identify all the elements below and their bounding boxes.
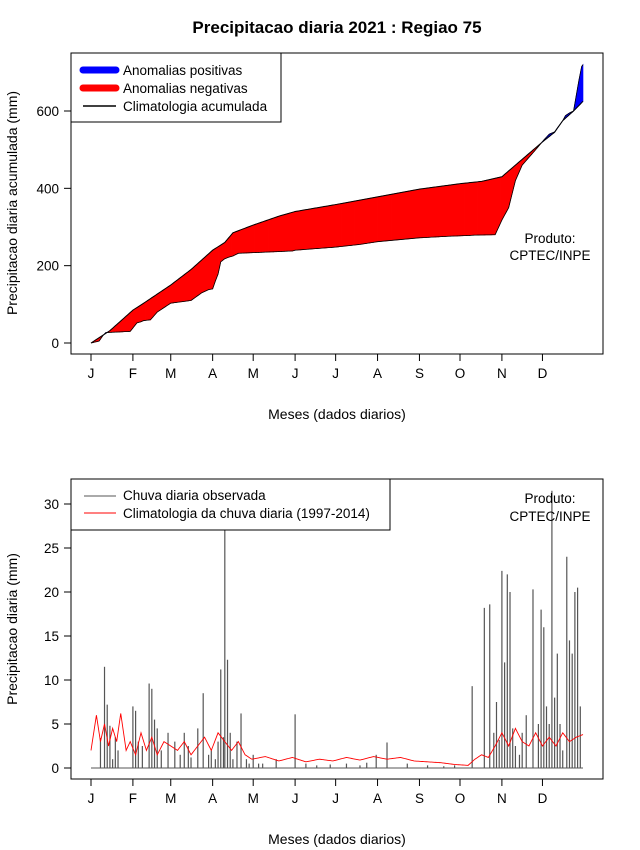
daily-x-label: Meses (dados diarios) bbox=[268, 831, 406, 847]
y-tick-label: 0 bbox=[51, 336, 59, 351]
x-tick-label: F bbox=[129, 366, 137, 381]
x-tick-label: A bbox=[373, 366, 382, 381]
x-tick-label: A bbox=[208, 791, 217, 806]
legend-label-climatology: Climatologia acumulada bbox=[123, 99, 268, 114]
legend-label-negative: Anomalias negativas bbox=[123, 81, 248, 96]
y-tick-label: 5 bbox=[51, 717, 59, 732]
x-tick-label: J bbox=[292, 791, 299, 806]
x-tick-label: J bbox=[332, 791, 339, 806]
y-tick-label: 200 bbox=[36, 259, 59, 274]
x-tick-label: J bbox=[332, 366, 339, 381]
x-tick-label: J bbox=[88, 791, 95, 806]
legend-label-positive: Anomalias positivas bbox=[123, 63, 243, 78]
x-tick-label: N bbox=[497, 791, 507, 806]
y-tick-label: 0 bbox=[51, 761, 59, 776]
cumulative-y-label: Precipitacao diaria acumulada (mm) bbox=[4, 91, 20, 315]
y-tick-label: 600 bbox=[36, 104, 59, 119]
x-tick-label: O bbox=[455, 791, 466, 806]
x-tick-label: M bbox=[165, 366, 176, 381]
x-tick-label: D bbox=[538, 366, 548, 381]
y-tick-label: 25 bbox=[44, 541, 59, 556]
x-tick-label: F bbox=[129, 791, 137, 806]
observed-cumulative-line bbox=[90, 64, 584, 344]
daily-climatology-layer bbox=[90, 713, 584, 766]
y-tick-label: 400 bbox=[36, 181, 59, 196]
daily-panel: 0 5 10 15 20 25 30 J F M A M J J A S O N D Meses (dados d… bbox=[4, 478, 604, 847]
product-source-daily: CPTEC/INPE bbox=[509, 509, 590, 524]
x-tick-label: J bbox=[292, 366, 299, 381]
x-tick-label: O bbox=[455, 366, 466, 381]
figure-title: Precipitacao diaria 2021 : Regiao 75 bbox=[192, 18, 481, 37]
cumulative-legend: Anomalias positivas Anomalias negativas … bbox=[70, 52, 282, 123]
x-tick-label: S bbox=[415, 791, 424, 806]
cumulative-y-axis: 0 200 400 600 bbox=[36, 104, 72, 351]
x-tick-label: N bbox=[497, 366, 507, 381]
climatology-line-layer bbox=[90, 64, 584, 344]
product-label-daily: Produto: bbox=[524, 491, 575, 506]
product-source: CPTEC/INPE bbox=[509, 248, 590, 263]
y-tick-label: 30 bbox=[44, 497, 59, 512]
observed-bars-layer bbox=[91, 490, 583, 769]
x-tick-label: A bbox=[208, 366, 217, 381]
x-tick-label: D bbox=[538, 791, 548, 806]
cumulative-x-label: Meses (dados diarios) bbox=[268, 406, 406, 422]
x-tick-label: S bbox=[415, 366, 424, 381]
daily-y-label: Precipitacao diaria (mm) bbox=[4, 553, 20, 705]
x-tick-label: M bbox=[165, 791, 176, 806]
product-label: Produto: bbox=[524, 231, 575, 246]
daily-legend: Chuva diaria observada Climatologia da c… bbox=[70, 478, 391, 531]
x-tick-label: M bbox=[248, 366, 259, 381]
daily-y-axis: 0 5 10 15 20 25 30 bbox=[44, 497, 72, 776]
daily-legend-box bbox=[70, 478, 391, 531]
x-tick-label: A bbox=[373, 791, 382, 806]
legend-label-observed: Chuva diaria observada bbox=[123, 488, 266, 503]
positive-anomaly-segment bbox=[581, 63, 584, 104]
y-tick-label: 20 bbox=[44, 585, 59, 600]
y-tick-label: 10 bbox=[44, 673, 59, 688]
x-tick-label: J bbox=[88, 366, 95, 381]
legend-label-daily-climatology: Climatologia da chuva diaria (1997-2014) bbox=[123, 506, 370, 521]
cumulative-panel: 0 200 400 600 J F M A M J J A S O N D Meses (dados dia… bbox=[4, 52, 604, 422]
daily-climatology-line bbox=[90, 713, 584, 766]
climatology-cumulative-line bbox=[90, 100, 584, 344]
x-tick-label: M bbox=[248, 791, 259, 806]
y-tick-label: 15 bbox=[44, 629, 59, 644]
